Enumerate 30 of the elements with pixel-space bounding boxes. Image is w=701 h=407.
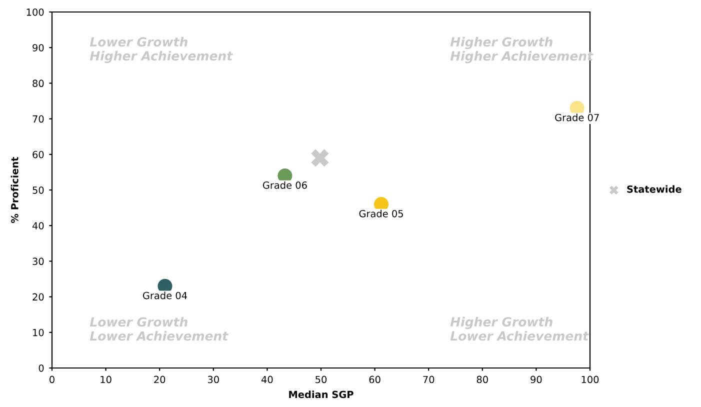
y-tick-label: 70 (32, 115, 44, 123)
point (311, 149, 329, 167)
y-tick-label: 80 (32, 80, 44, 88)
x-tick-label: 10 (100, 376, 112, 384)
series-label: Grade 05 (359, 210, 403, 218)
x-tick-label: 20 (154, 376, 166, 384)
y-tick-label: 30 (32, 258, 44, 266)
y-tick-label: 10 (33, 328, 44, 336)
x-tick-label: 90 (530, 376, 542, 384)
x-tick-label: 80 (476, 376, 488, 384)
series-label: Grade 07 (555, 114, 599, 122)
x-tick-label: 70 (423, 376, 434, 384)
x-tick-label: 30 (208, 376, 219, 384)
y-tick-label: 40 (32, 222, 44, 230)
x-tick-label: 0 (50, 376, 54, 384)
y-tick-label: 20 (32, 293, 44, 301)
series-label: Grade 06 (262, 181, 307, 189)
y-axis-title: % Proficient (10, 156, 18, 223)
series-label: Grade 04 (142, 292, 187, 300)
x-tick-label: 40 (261, 376, 273, 384)
y-tick-label: 100 (26, 8, 44, 16)
x-tick-label: 60 (369, 376, 380, 384)
x-tick-label: 100 (582, 376, 599, 384)
x-axis-title: Median SGP (289, 390, 354, 398)
legend-label: Statewide (627, 185, 682, 193)
y-tick-label: 0 (38, 364, 44, 372)
y-tick-label: 50 (32, 186, 44, 194)
x-tick-label: 50 (316, 376, 327, 384)
y-tick-label: 60 (32, 150, 44, 158)
y-tick-label: 90 (32, 44, 44, 52)
